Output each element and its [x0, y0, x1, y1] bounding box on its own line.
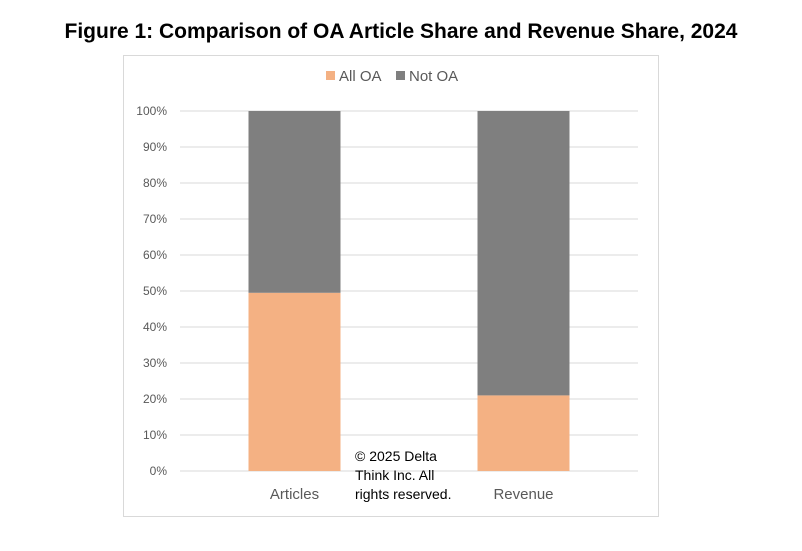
y-tick-label: 40% [143, 320, 167, 334]
y-tick-label: 100% [136, 104, 167, 118]
legend-swatch-all-oa [326, 71, 335, 80]
y-tick-label: 30% [143, 356, 167, 370]
copyright-notice: © 2025 Delta Think Inc. All rights reser… [355, 448, 452, 502]
y-tick-label: 60% [143, 248, 167, 262]
bar-articles-not-oa [248, 111, 341, 293]
y-tick-label: 0% [150, 464, 168, 478]
bar-articles-all-oa [248, 292, 341, 471]
bar-revenue-not-oa [477, 111, 570, 396]
bar-revenue-all-oa [477, 395, 570, 471]
figure-title: Figure 1: Comparison of OA Article Share… [64, 20, 738, 43]
y-tick-label: 10% [143, 428, 167, 442]
y-tick-label: 50% [143, 284, 167, 298]
y-tick-label: 20% [143, 392, 167, 406]
y-tick-label: 90% [143, 140, 167, 154]
y-tick-label: 80% [143, 176, 167, 190]
x-category-label: Revenue [493, 486, 553, 503]
x-category-label: Articles [270, 486, 319, 503]
legend-label: Not OA [409, 68, 458, 85]
y-tick-label: 70% [143, 212, 167, 226]
chart-frame [123, 55, 659, 517]
legend-label: All OA [339, 68, 382, 85]
legend-swatch-not-oa [396, 71, 405, 80]
